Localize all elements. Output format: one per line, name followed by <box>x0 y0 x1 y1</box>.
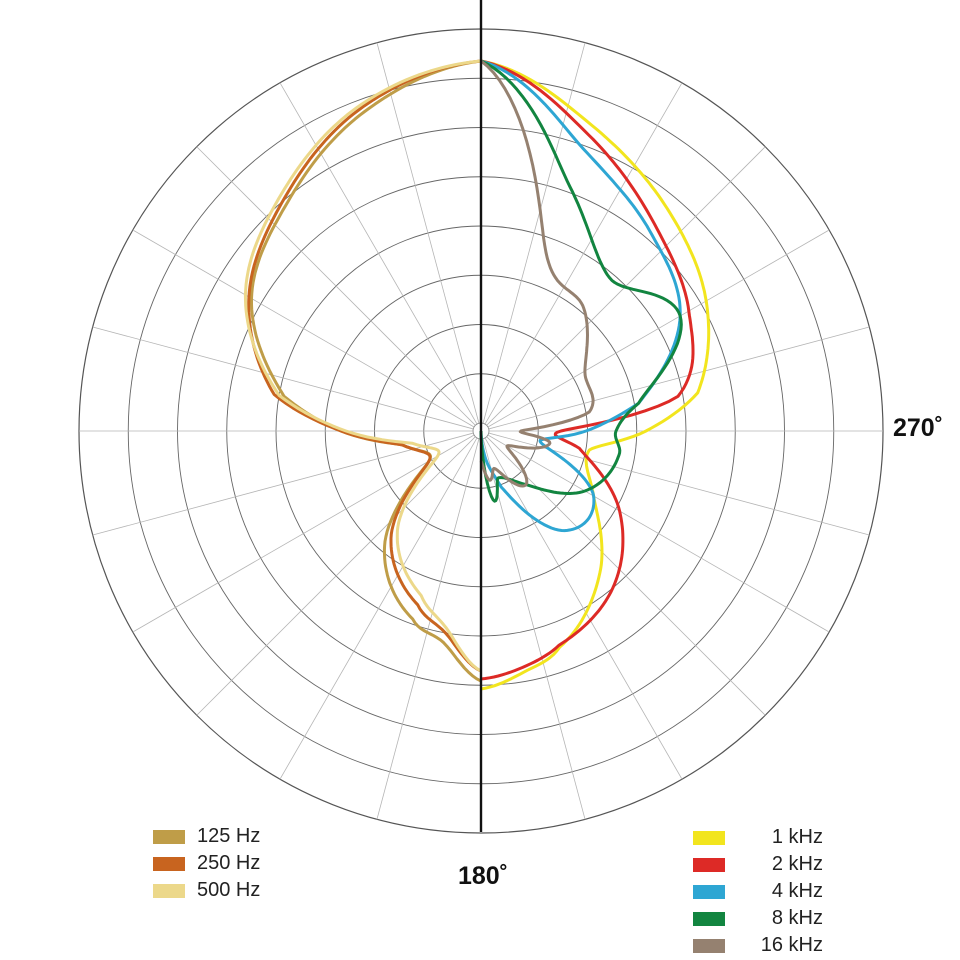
legend-label: 1 kHz <box>771 826 823 848</box>
legend-swatch <box>693 830 725 845</box>
series-line-250-hz <box>247 59 482 673</box>
grid-spoke <box>376 438 480 820</box>
legend-item: 250 Hz <box>153 850 260 877</box>
legend-right: 1 kHz 2 kHz 4 kHz 8 kHz 16 kHz <box>693 824 823 959</box>
series-line-16-khz <box>479 59 595 488</box>
series-line-500-hz <box>243 59 482 673</box>
legend-left: 125 Hz 250 Hz 500 Hz <box>153 823 260 904</box>
series-line-4-khz <box>479 59 682 533</box>
legend-item: 8 kHz <box>693 905 823 932</box>
legend-label: 8 kHz <box>771 907 823 929</box>
legend-item: 125 Hz <box>153 823 260 850</box>
legend-label: 4 kHz <box>771 880 823 902</box>
grid-spoke <box>376 42 480 424</box>
grid-spoke <box>484 437 683 780</box>
grid-spoke <box>196 146 476 426</box>
grid-spoke <box>132 434 475 633</box>
grid-spoke <box>487 434 830 633</box>
angle-label-270: 270˚ <box>893 414 944 442</box>
legend-swatch <box>153 883 185 898</box>
legend-item: 1 kHz <box>693 824 823 851</box>
legend-item: 4 kHz <box>693 878 823 905</box>
grid-spoke <box>487 229 830 428</box>
grid-spoke <box>92 432 474 536</box>
series-line-1-khz <box>480 59 711 691</box>
legend-swatch <box>693 857 725 872</box>
legend-swatch <box>693 911 725 926</box>
legend-label: 2 kHz <box>771 853 823 875</box>
legend-swatch <box>153 829 185 844</box>
legend-item: 16 kHz <box>693 932 823 959</box>
grid-spoke <box>488 326 870 430</box>
legend-label: 16 kHz <box>760 934 823 956</box>
legend-label: 500 Hz <box>197 879 261 901</box>
polar-curves <box>243 59 711 691</box>
legend-label: 125 Hz <box>197 825 261 847</box>
series-line-2-khz <box>480 59 695 681</box>
angle-label-180: 180˚ <box>458 862 509 890</box>
legend-swatch <box>693 884 725 899</box>
grid-spoke <box>486 436 766 716</box>
grid-spoke <box>196 436 476 716</box>
grid-spoke <box>482 438 586 820</box>
grid-spoke <box>484 82 683 425</box>
grid-spoke <box>92 326 474 430</box>
legend-item: 2 kHz <box>693 851 823 878</box>
grid-spoke <box>279 437 478 780</box>
legend-swatch <box>153 856 185 871</box>
legend-swatch <box>693 938 725 953</box>
grid-spoke <box>482 42 586 424</box>
grid-spoke <box>279 82 478 425</box>
grid-spoke <box>132 229 475 428</box>
legend-label: 250 Hz <box>197 852 261 874</box>
legend-item: 500 Hz <box>153 877 260 904</box>
